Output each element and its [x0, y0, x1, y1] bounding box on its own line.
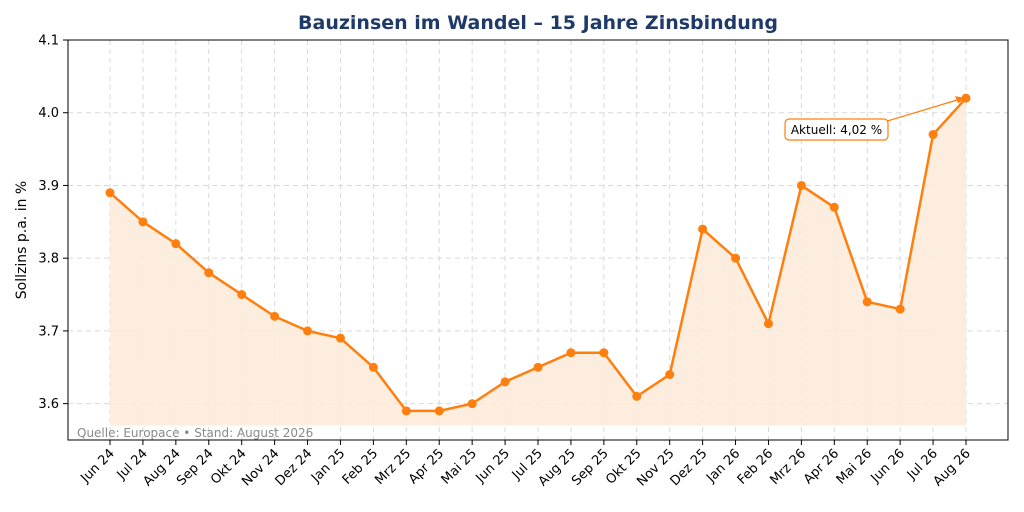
- x-tick-label: Feb 26: [735, 446, 777, 488]
- annotation-box: [784, 118, 889, 141]
- area-layer: [110, 98, 966, 426]
- data-point: [566, 348, 576, 358]
- x-tick-label: Jun 25: [473, 446, 513, 486]
- x-tick-label: Jun 24: [78, 446, 118, 486]
- x-tick-label: Mai 25: [439, 446, 480, 487]
- y-ticks: 3.6 3.7 3.8 3.9 4.0 4.1: [38, 34, 68, 412]
- data-point: [237, 290, 247, 300]
- data-point: [599, 348, 609, 358]
- annotation: Aktuell: 4,02 %: [784, 96, 966, 141]
- data-point: [105, 188, 115, 198]
- x-tick-label: Dez 24: [273, 446, 316, 489]
- data-point: [829, 202, 839, 212]
- data-point: [763, 319, 773, 329]
- x-tick-label: Mrz 25: [372, 446, 414, 488]
- data-point: [270, 311, 280, 321]
- x-tick-label: Jun 26: [868, 446, 908, 486]
- data-point: [731, 253, 741, 263]
- x-tick-label: Apr 25: [406, 446, 447, 487]
- x-tick-label: Sep 24: [174, 446, 217, 489]
- data-point: [665, 370, 675, 380]
- x-tick-label: Aug 26: [931, 446, 974, 489]
- data-point: [467, 399, 477, 409]
- annotation-arrow: [883, 98, 961, 123]
- x-tick-label: Aug 25: [536, 446, 579, 489]
- y-tick-label: 3.9: [38, 179, 59, 194]
- x-tick-label: Feb 25: [340, 446, 382, 488]
- x-tick-label: Aug 24: [140, 446, 183, 489]
- data-point: [500, 377, 510, 387]
- x-tick-label: Mrz 26: [767, 446, 809, 488]
- y-tick-label: 4.0: [38, 106, 59, 121]
- chart-title: Bauzinsen im Wandel – 15 Jahre Zinsbindu…: [298, 12, 778, 34]
- y-tick-label: 3.8: [38, 252, 59, 267]
- data-point: [632, 391, 642, 401]
- data-point: [368, 362, 378, 372]
- data-point: [204, 268, 214, 278]
- area-fill: [110, 98, 966, 426]
- data-point: [434, 406, 444, 416]
- data-point: [303, 326, 313, 336]
- annotation-text: Aktuell: 4,02 %: [791, 123, 882, 137]
- data-point: [698, 224, 708, 234]
- data-point: [895, 304, 905, 314]
- source-note: Quelle: Europace • Stand: August 2026: [77, 426, 313, 440]
- data-point: [138, 217, 148, 227]
- data-point: [401, 406, 411, 416]
- series-layer: [105, 93, 971, 416]
- x-tick-label: Mai 26: [834, 446, 875, 487]
- data-point: [862, 297, 872, 307]
- x-tick-label: Sep 25: [569, 446, 612, 489]
- y-tick-label: 4.1: [38, 34, 59, 49]
- y-tick-label: 3.6: [38, 397, 59, 412]
- data-point: [171, 239, 181, 249]
- data-point: [335, 333, 345, 343]
- y-tick-label: 3.7: [38, 324, 59, 339]
- annotation-arrowhead: [955, 96, 966, 104]
- x-tick-label: Apr 26: [801, 446, 842, 487]
- data-point: [533, 362, 543, 372]
- x-tick-label: Dez 25: [668, 446, 711, 489]
- data-point: [928, 130, 938, 140]
- data-point: [796, 180, 806, 190]
- y-axis-label: Sollzins p.a. in %: [14, 181, 30, 299]
